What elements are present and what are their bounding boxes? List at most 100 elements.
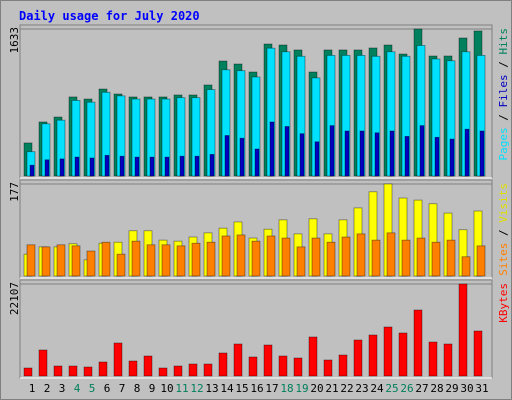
- bar: [323, 359, 333, 377]
- bar: [101, 241, 111, 277]
- bar: [413, 309, 423, 377]
- bar: [383, 326, 393, 377]
- x-tick-label: 18: [280, 382, 293, 395]
- legend-entry: Hits: [497, 28, 510, 55]
- x-tick-label: 31: [475, 382, 488, 395]
- bar: [401, 239, 411, 277]
- x-tick-label: 20: [310, 382, 323, 395]
- x-tick-label: 15: [235, 382, 248, 395]
- bar: [419, 125, 425, 177]
- bar: [458, 283, 468, 377]
- bar: [278, 355, 288, 377]
- bar: [389, 130, 395, 177]
- legend-separator: /: [497, 55, 510, 75]
- bar: [284, 126, 290, 177]
- bar: [86, 250, 96, 277]
- bar: [44, 159, 50, 177]
- bar: [344, 130, 350, 177]
- bar: [224, 135, 230, 177]
- bar: [431, 241, 441, 277]
- bar: [134, 156, 140, 177]
- bar: [209, 153, 215, 177]
- x-tick-label: 17: [265, 382, 278, 395]
- bar: [188, 363, 198, 377]
- x-tick-label: 23: [355, 382, 368, 395]
- bar: [428, 341, 438, 377]
- bar: [164, 156, 170, 177]
- legend: Pages / Files / Hits: [497, 28, 510, 161]
- bar: [161, 244, 171, 277]
- bar: [128, 360, 138, 377]
- bar: [59, 158, 65, 177]
- x-tick-label: 24: [370, 382, 384, 395]
- bar: [29, 164, 35, 177]
- bar: [83, 366, 93, 377]
- bar: [131, 240, 141, 277]
- x-tick-label: 3: [59, 382, 66, 395]
- bar: [386, 232, 396, 277]
- bar: [281, 237, 291, 277]
- legend-entry: Visits: [497, 183, 510, 223]
- y-tick-label: 1633: [8, 27, 21, 54]
- x-tick-label: 22: [340, 382, 353, 395]
- bar: [266, 235, 276, 277]
- bar: [314, 141, 320, 177]
- bar: [191, 242, 201, 277]
- bar: [143, 355, 153, 377]
- x-tick-label: 10: [160, 382, 173, 395]
- x-tick-label: 9: [149, 382, 156, 395]
- x-tick-label: 4: [74, 382, 81, 395]
- bar: [254, 148, 260, 177]
- bar: [464, 128, 470, 177]
- x-tick-label: 26: [400, 382, 413, 395]
- bar: [236, 234, 246, 277]
- chart-title: Daily usage for July 2020: [19, 9, 200, 23]
- bar: [476, 245, 486, 277]
- bar: [299, 133, 305, 177]
- bar: [449, 138, 455, 177]
- bar: [146, 244, 156, 277]
- bar: [221, 235, 231, 277]
- bar: [74, 156, 80, 177]
- x-tick-label: 2: [44, 382, 51, 395]
- legend-entry: Sites: [497, 243, 510, 276]
- bar: [311, 237, 321, 277]
- x-tick-label: 27: [415, 382, 428, 395]
- bar: [173, 365, 183, 377]
- bar: [239, 137, 245, 177]
- bar: [269, 121, 275, 177]
- bar: [53, 365, 63, 377]
- x-tick-label: 6: [104, 382, 111, 395]
- bar: [353, 339, 363, 377]
- bar: [233, 343, 243, 377]
- x-tick-label: 16: [250, 382, 263, 395]
- bar: [296, 246, 306, 277]
- bar: [479, 130, 485, 177]
- bar: [263, 344, 273, 377]
- bar: [461, 256, 471, 277]
- legend: KBytes: [497, 283, 510, 323]
- legend-entry: Pages: [497, 127, 510, 160]
- legend-entry: Files: [497, 74, 510, 107]
- bar: [404, 135, 410, 177]
- bar: [443, 343, 453, 377]
- bar: [71, 245, 81, 277]
- x-tick-label: 7: [119, 382, 126, 395]
- bar: [293, 357, 303, 377]
- bar: [23, 367, 33, 377]
- bar: [56, 244, 66, 277]
- legend-separator: /: [497, 108, 510, 128]
- bar: [68, 365, 78, 377]
- bar: [158, 367, 168, 377]
- bar: [41, 246, 51, 277]
- x-tick-label: 13: [205, 382, 218, 395]
- bar: [179, 155, 185, 177]
- bar: [26, 244, 36, 277]
- bar: [308, 336, 318, 377]
- bar: [338, 354, 348, 377]
- bar: [194, 155, 200, 177]
- bar: [89, 157, 95, 177]
- x-tick-label: 11: [175, 382, 188, 395]
- x-tick-label: 5: [89, 382, 96, 395]
